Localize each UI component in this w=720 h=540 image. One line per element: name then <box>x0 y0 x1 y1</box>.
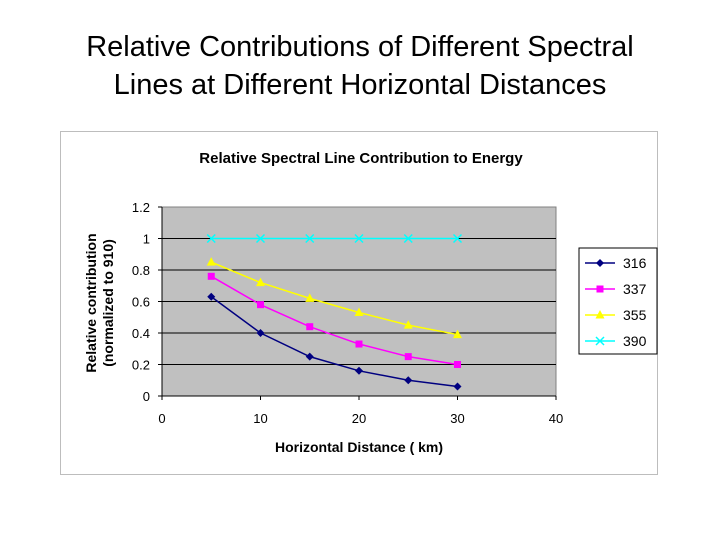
series-316 <box>207 292 462 391</box>
x-tick-label: 20 <box>352 411 366 426</box>
legend-label: 337 <box>623 281 647 297</box>
legend-marker <box>596 285 604 293</box>
legend-item-316: 316 <box>585 255 647 271</box>
y-tick-label: 0.4 <box>132 326 150 341</box>
y-axis-label: Relative contribution (normalized to 910… <box>83 233 116 372</box>
data-point-355 <box>206 257 216 266</box>
x-tick-label: 30 <box>450 411 464 426</box>
line-chart: Relative Spectral Line Contribution to E… <box>83 150 658 455</box>
series-390 <box>206 233 463 244</box>
y-tick-label: 0 <box>143 389 150 404</box>
legend-label: 355 <box>623 307 647 323</box>
data-point-355 <box>403 320 413 329</box>
series-337 <box>207 272 461 368</box>
legend: 316 337 355 390 <box>585 255 647 349</box>
legend-item-337: 337 <box>585 281 647 297</box>
data-point-337 <box>355 340 363 348</box>
x-tick-label: 40 <box>549 411 563 426</box>
x-tick-label: 0 <box>158 411 165 426</box>
legend-marker <box>595 310 605 319</box>
legend-label: 316 <box>623 255 647 271</box>
slide-title-line-2: Lines at Different Horizontal Distances <box>113 69 607 101</box>
data-point-390 <box>206 233 216 244</box>
y-tick-label: 1 <box>143 232 150 247</box>
legend-item-390: 390 <box>585 333 647 349</box>
y-tick-label: 0.6 <box>132 295 150 310</box>
data-point-355 <box>305 293 315 302</box>
series-line-337 <box>210 275 458 366</box>
x-axis-ticks: 0 10 20 30 40 <box>158 396 563 426</box>
data-point-355 <box>354 307 364 317</box>
data-point-390 <box>305 233 315 244</box>
x-tick-label: 10 <box>253 411 267 426</box>
y-axis-label-line-2: (normalized to 910) <box>100 239 116 367</box>
data-point-316 <box>453 382 462 391</box>
series-355 <box>206 257 462 339</box>
x-axis-label: Horizontal Distance ( km) <box>275 439 443 455</box>
slide-title-line-1: Relative Contributions of Different Spec… <box>86 31 634 63</box>
data-point-337 <box>257 301 264 309</box>
data-point-390 <box>354 233 364 244</box>
series-line-316 <box>210 296 458 388</box>
legend-item-355: 355 <box>585 307 647 323</box>
legend-marker <box>596 259 604 267</box>
legend-label: 390 <box>623 333 647 349</box>
data-point-337 <box>454 361 461 368</box>
data-point-316 <box>404 376 413 385</box>
data-point-390 <box>403 233 413 244</box>
series-line-355 <box>210 261 458 336</box>
data-point-337 <box>404 353 412 361</box>
legend-box <box>578 247 658 355</box>
series-group <box>206 233 463 391</box>
data-point-390 <box>452 233 463 244</box>
y-tick-label: 1.2 <box>132 200 150 215</box>
chart-title: Relative Spectral Line Contribution to E… <box>199 150 523 167</box>
data-point-316 <box>207 292 216 301</box>
y-tick-label: 0.2 <box>132 358 150 373</box>
chart-frame: Relative Spectral Line Contribution to E… <box>60 131 658 475</box>
data-point-316 <box>355 366 363 375</box>
slide-title: Relative Contributions of Different Spec… <box>0 28 720 104</box>
data-point-337 <box>207 272 215 280</box>
data-point-316 <box>305 352 314 361</box>
y-axis-ticks: 0 0.2 0.4 0.6 0.8 1 1.2 <box>132 200 162 404</box>
data-point-390 <box>255 233 266 244</box>
data-point-355 <box>453 329 462 339</box>
y-tick-label: 0.8 <box>132 263 150 278</box>
data-point-316 <box>256 329 265 337</box>
data-point-337 <box>306 323 314 331</box>
y-axis-label-line-1: Relative contribution <box>83 233 99 372</box>
data-point-355 <box>256 277 265 287</box>
legend-marker <box>595 336 605 346</box>
